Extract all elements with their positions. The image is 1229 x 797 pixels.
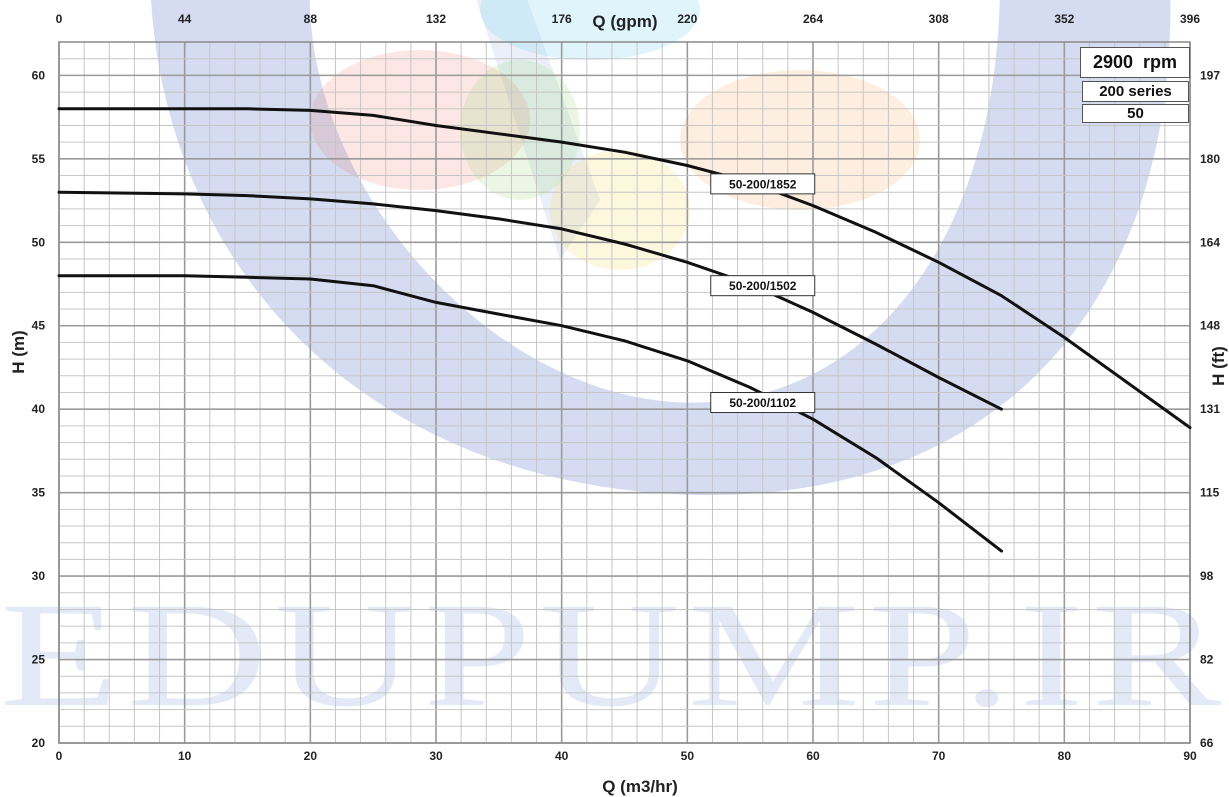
y-tick-label: 55 — [32, 152, 46, 166]
y-tick-label: 30 — [32, 569, 46, 583]
curve-label-box: 50-200/1102 — [710, 392, 816, 414]
x-tick-label: 90 — [1183, 749, 1197, 763]
logo-watermark-red-petal — [310, 50, 530, 190]
x-tick-label: 20 — [304, 749, 318, 763]
curve-labels: 50-200/1852 50-200/1502 50-200/1102 — [710, 173, 816, 414]
curve-label-box: 50-200/1852 — [710, 173, 816, 195]
x-tick-label: 80 — [1058, 749, 1072, 763]
y2-tick-label: 66 — [1200, 736, 1214, 750]
speed-unit: rpm — [1143, 52, 1178, 72]
x-tick-label: 40 — [555, 749, 569, 763]
x2-tick-label: 264 — [803, 12, 823, 26]
x2-tick-label: 308 — [929, 12, 949, 26]
curve-label: 50-200/1502 — [729, 279, 797, 293]
y2-tick-label: 180 — [1200, 152, 1220, 166]
y-axis-title: H (m) — [9, 330, 28, 373]
curve-label-bg — [710, 392, 816, 414]
y-tick-label: 35 — [32, 486, 46, 500]
series-box: 200 series — [1082, 81, 1189, 102]
logo-watermark-green-petal — [460, 60, 580, 200]
y2-tick-label: 148 — [1200, 319, 1220, 333]
logo-watermark-cyan-petal — [480, 0, 700, 60]
y2-tick-label: 82 — [1200, 653, 1214, 667]
x2-tick-label: 220 — [677, 12, 697, 26]
x2-tick-label: 176 — [552, 12, 572, 26]
x-tick-label: 10 — [178, 749, 192, 763]
curve-50-200-1502 — [57, 190, 1003, 411]
y-tick-label: 40 — [32, 402, 46, 416]
series-value: 200 series — [1099, 83, 1172, 100]
y-tick-label: 45 — [32, 319, 46, 333]
y2-tick-label: 164 — [1200, 235, 1220, 249]
size-value: 50 — [1127, 105, 1144, 122]
x2-tick-label: 88 — [304, 12, 318, 26]
x2-tick-label: 396 — [1180, 12, 1200, 26]
x-tick-label: 50 — [681, 749, 695, 763]
y2-tick-label: 98 — [1200, 569, 1214, 583]
x-tick-label: 60 — [806, 749, 820, 763]
y2-tick-label: 197 — [1200, 68, 1220, 82]
x2-tick-label: 132 — [426, 12, 446, 26]
curve-50-200-1102 — [57, 274, 1003, 553]
x2-axis-title: Q (gpm) — [592, 12, 657, 31]
curve-label: 50-200/1852 — [729, 177, 797, 191]
x-axis-title: Q (m3/hr) — [602, 777, 678, 796]
logo-watermark-yellow-petal — [550, 150, 690, 270]
y-tick-label: 50 — [32, 235, 46, 249]
y2-axis-title: H (ft) — [1209, 346, 1228, 386]
axis-titles: Q (m3/hr) Q (gpm) H (m) H (ft) — [9, 12, 1228, 796]
x2-tick-label: 0 — [56, 12, 63, 26]
x2-tick-label: 352 — [1054, 12, 1074, 26]
logo-watermark-shape — [151, 0, 1171, 496]
y2-tick-label: 115 — [1200, 486, 1220, 500]
curve-label-bg — [710, 275, 816, 297]
plot-border — [58, 41, 1191, 744]
axis-ticks: 0 10 20 30 40 50 60 70 80 90 0 44 88 132 176 220 264 308 3… — [32, 12, 1221, 763]
size-box: 50 — [1082, 104, 1189, 123]
y-tick-label: 20 — [32, 736, 46, 750]
curves — [57, 107, 1192, 553]
speed-box: 2900 rpm — [1080, 47, 1190, 78]
curve-label: 50-200/1102 — [729, 396, 796, 410]
curve-label-bg — [710, 173, 816, 195]
plot-frame — [58, 41, 1191, 744]
y2-tick-label: 131 — [1200, 402, 1220, 416]
speed-value: 2900 — [1092, 52, 1133, 72]
y-tick-label: 60 — [32, 68, 46, 82]
x-tick-label: 0 — [56, 749, 63, 763]
x-tick-label: 30 — [429, 749, 443, 763]
curve-50-200-1852 — [57, 107, 1192, 430]
logo-watermark-wedge — [476, 0, 600, 260]
curve-label-box: 50-200/1502 — [710, 275, 816, 297]
y-tick-label: 25 — [32, 653, 46, 667]
x-tick-label: 70 — [932, 749, 946, 763]
x2-tick-label: 44 — [178, 12, 192, 26]
